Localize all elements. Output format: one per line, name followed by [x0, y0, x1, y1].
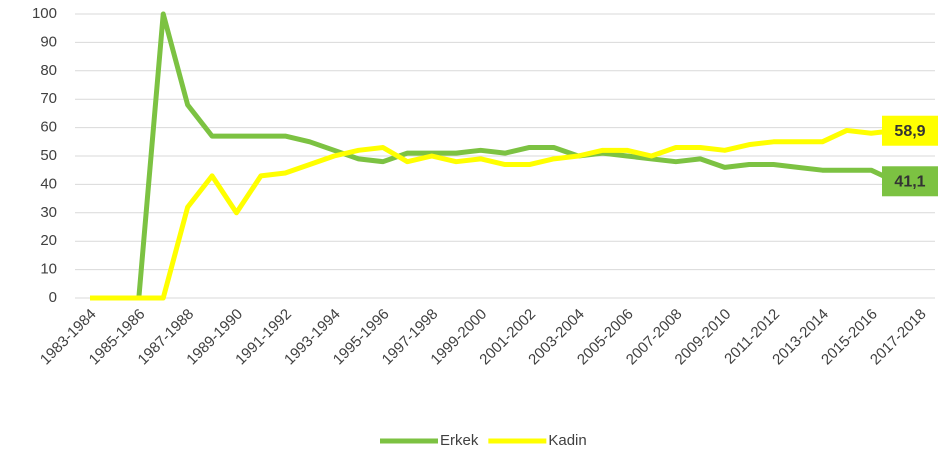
line: [90, 127, 921, 301]
value-label: 58,9: [894, 123, 925, 140]
y-tick-label: 10: [40, 261, 57, 278]
y-tick-label: 50: [40, 147, 57, 164]
y-tick-label: 100: [32, 5, 57, 22]
y-tick-label: 0: [49, 289, 57, 306]
y-tick-label: 80: [40, 62, 57, 79]
value-label-bg: [882, 166, 938, 197]
line: [90, 11, 921, 301]
value-label-bg: [882, 115, 938, 146]
legend-label: Kadin: [548, 432, 586, 449]
y-tick-label: 30: [40, 204, 57, 221]
legend-label: Erkek: [440, 432, 479, 449]
y-tick-label: 90: [40, 33, 57, 50]
y-tick-label: 70: [40, 90, 57, 107]
value-label: 41,1: [894, 173, 925, 190]
y-tick-label: 20: [40, 232, 57, 249]
y-tick-label: 60: [40, 119, 57, 136]
y-tick-label: 40: [40, 175, 57, 192]
